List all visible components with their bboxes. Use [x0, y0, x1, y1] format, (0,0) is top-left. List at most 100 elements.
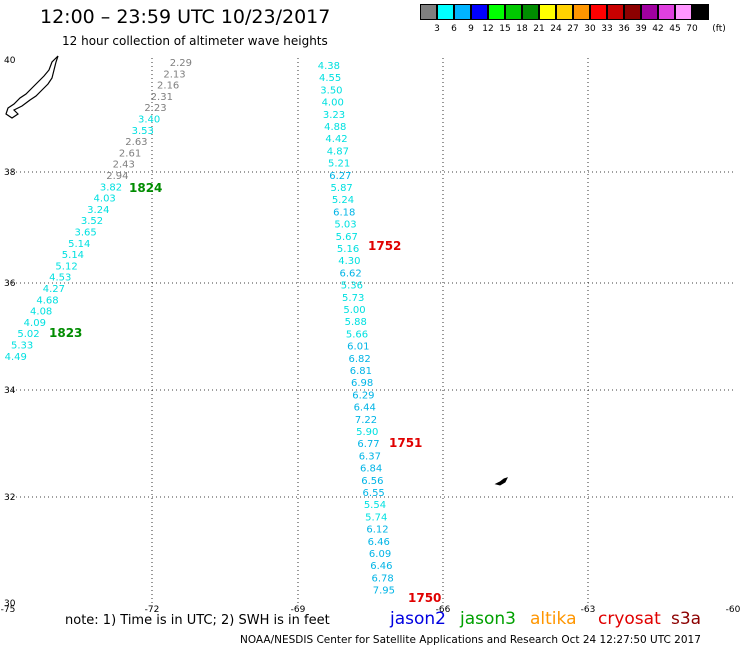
wave-height-value: 4.08 — [30, 307, 52, 318]
satellite-cryosat: cryosat — [598, 609, 661, 629]
wave-height-value: 2.63 — [125, 137, 147, 148]
scale-swatch — [692, 4, 709, 20]
wave-height-value: 3.40 — [138, 115, 160, 126]
scale-label: 42 — [652, 24, 664, 34]
wave-height-value: 4.49 — [5, 352, 27, 363]
satellite-jason3: jason3 — [460, 609, 516, 629]
pass-time-label: 1823 — [49, 326, 82, 340]
coastline-northeast-us — [5, 55, 59, 119]
satellite-s3a: s3a — [671, 609, 702, 629]
wave-height-value: 2.61 — [119, 148, 141, 159]
bermuda-island — [494, 477, 508, 486]
wave-height-value: 5.14 — [62, 250, 84, 261]
wave-height-value: 5.12 — [55, 261, 77, 272]
wave-height-value: 6.81 — [350, 366, 372, 377]
wave-height-value: 6.29 — [352, 390, 374, 401]
scale-swatch — [471, 4, 488, 20]
wave-height-value: 2.16 — [157, 81, 179, 92]
scale-label: 36 — [618, 24, 630, 34]
latitude-label: 40 — [4, 56, 16, 66]
wave-height-value: 4.27 — [43, 284, 65, 295]
wave-height-value: 4.88 — [324, 122, 346, 133]
scale-swatch — [624, 4, 641, 20]
wave-height-value: 4.87 — [327, 146, 349, 157]
wave-height-value: 4.42 — [325, 134, 347, 145]
wave-height-value: 4.09 — [24, 318, 46, 329]
wave-height-value: 2.23 — [144, 103, 166, 114]
scale-label: 3 — [434, 24, 440, 34]
wave-height-value: 5.73 — [342, 293, 364, 304]
map-subtitle: 12 hour collection of altimeter wave hei… — [62, 34, 328, 48]
scale-swatch — [573, 4, 590, 20]
wave-height-value: 4.55 — [319, 73, 341, 84]
wave-height-value: 6.09 — [369, 549, 391, 560]
wave-height-value: 5.74 — [365, 512, 387, 523]
wave-height-value: 6.78 — [371, 573, 393, 584]
wave-height-value: 5.33 — [11, 341, 33, 352]
wave-height-value: 6.18 — [333, 207, 355, 218]
scale-swatch — [641, 4, 658, 20]
wave-height-value: 6.12 — [366, 525, 388, 536]
latitude-label: 30 — [4, 599, 16, 609]
wave-height-value: 5.16 — [337, 244, 359, 255]
wave-height-value: 4.38 — [318, 61, 340, 72]
wave-height-value: 3.82 — [100, 182, 122, 193]
wave-height-value: 6.01 — [347, 342, 369, 353]
wave-height-value: 5.02 — [17, 329, 39, 340]
wave-height-value: 6.46 — [370, 561, 392, 572]
wave-height-value: 2.31 — [151, 92, 173, 103]
wave-height-value: 3.23 — [323, 110, 345, 121]
wave-height-value: 5.36 — [341, 281, 363, 292]
wave-height-value: 5.66 — [346, 329, 368, 340]
wave-height-value: 6.27 — [329, 171, 351, 182]
scale-label: 6 — [451, 24, 457, 34]
wave-height-value: 3.65 — [74, 228, 96, 239]
wave-height-value: 3.53 — [132, 126, 154, 137]
scale-label: 9 — [468, 24, 474, 34]
wave-height-value: 6.55 — [363, 488, 385, 499]
scale-unit: (ft) — [712, 24, 726, 34]
longitude-label: -63 — [581, 605, 596, 615]
graticule: -75 -72 -69 -66 -63 -60 40 38 36 34 32 30 — [1, 56, 740, 615]
wave-height-value: 6.82 — [348, 354, 370, 365]
latitude-label: 32 — [4, 493, 15, 503]
latitude-label: 36 — [4, 279, 16, 289]
scale-label: 70 — [686, 24, 698, 34]
wave-height-value: 5.14 — [68, 239, 90, 250]
wave-height-value: 4.53 — [49, 273, 71, 284]
scale-swatch — [454, 4, 471, 20]
scale-label: 21 — [533, 24, 545, 34]
wave-height-value: 6.46 — [368, 537, 390, 548]
wave-height-value: 6.98 — [351, 378, 373, 389]
wave-height-value: 4.00 — [322, 98, 344, 109]
wave-height-value: 6.37 — [359, 451, 381, 462]
wave-height-value: 3.50 — [320, 85, 342, 96]
wave-height-value: 5.21 — [328, 159, 350, 170]
pass-time-label: 1824 — [129, 181, 162, 195]
wave-height-value: 5.88 — [345, 317, 367, 328]
wave-height-value: 4.30 — [338, 256, 360, 267]
latitude-label: 38 — [4, 168, 16, 178]
wave-height-value: 5.87 — [331, 183, 353, 194]
scale-label: 30 — [584, 24, 596, 34]
pass-time-label: 1751 — [389, 436, 422, 450]
wave-height-value: 6.62 — [339, 268, 361, 279]
scale-label: 33 — [601, 24, 613, 34]
latitude-label: 34 — [4, 386, 16, 396]
scale-swatch — [539, 4, 556, 20]
wave-height-value: 6.56 — [361, 476, 383, 487]
wave-height-value: 5.54 — [364, 500, 386, 511]
scale-label: 12 — [482, 24, 494, 34]
satellite-altika: altika — [530, 609, 577, 629]
wave-height-value: 6.77 — [357, 439, 379, 450]
longitude-label: -60 — [726, 605, 740, 615]
scale-label: 45 — [669, 24, 681, 34]
coastline — [5, 55, 508, 486]
scale-swatch — [437, 4, 454, 20]
wave-height-value: 6.44 — [354, 403, 376, 414]
pass-time-label: 1752 — [368, 239, 401, 253]
wave-height-value: 7.95 — [373, 586, 395, 597]
wave-height-value: 6.84 — [360, 464, 382, 475]
scale-swatch — [505, 4, 522, 20]
